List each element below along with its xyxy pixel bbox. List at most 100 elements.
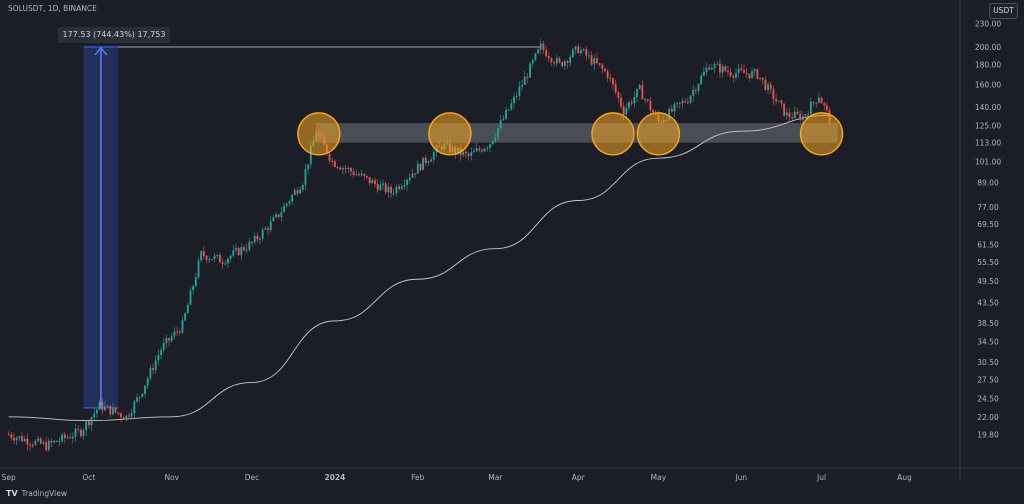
candle-body-up xyxy=(817,97,820,103)
candle-body-down xyxy=(63,434,66,438)
candle-body-down xyxy=(622,106,625,115)
candle-body-down xyxy=(219,254,221,263)
candle-body-up xyxy=(90,417,93,426)
candle-body-up xyxy=(291,195,294,202)
candle-body-up xyxy=(427,161,430,164)
candle-body-down xyxy=(168,338,171,341)
candle-body-up xyxy=(395,186,398,194)
candle-body-up xyxy=(753,69,756,72)
highlight-circle xyxy=(799,112,844,156)
candle-body-up xyxy=(713,64,716,69)
candle-body-up xyxy=(34,440,37,445)
currency-unit-badge[interactable]: USDT xyxy=(989,3,1018,19)
candle-body-down xyxy=(614,84,617,93)
candle-body-down xyxy=(237,248,240,256)
candle-body-down xyxy=(708,67,711,70)
candle-body-down xyxy=(620,97,622,107)
candle-body-down xyxy=(350,168,352,172)
candle-body-up xyxy=(673,104,676,112)
candle-body-down xyxy=(796,111,799,114)
candle-body-up xyxy=(136,397,138,402)
candle-body-down xyxy=(339,167,342,170)
candle-body-up xyxy=(154,360,157,371)
candle-body-down xyxy=(178,331,181,333)
candle-body-up xyxy=(505,109,507,119)
candle-body-down xyxy=(414,173,417,175)
y-tick-label: 140.00 xyxy=(975,103,1001,112)
candle-body-up xyxy=(360,173,363,176)
candle-body-up xyxy=(523,76,526,85)
candle-body-down xyxy=(825,105,828,111)
candle-body-up xyxy=(633,96,636,104)
candle-body-down xyxy=(13,437,15,441)
candle-body-up xyxy=(141,393,144,397)
highlight-circle xyxy=(636,112,681,156)
candle-body-down xyxy=(128,415,130,417)
candle-body-up xyxy=(162,343,165,350)
candle-body-up xyxy=(42,442,45,444)
y-tick-label: 180.00 xyxy=(975,61,1001,70)
candle-body-up xyxy=(489,144,491,148)
y-tick-label: 19.80 xyxy=(977,430,999,439)
candle-body-up xyxy=(518,86,521,96)
candle-body-up xyxy=(804,114,807,117)
candle-body-down xyxy=(344,167,347,169)
highlight-circle xyxy=(591,112,635,156)
candle-body-down xyxy=(561,62,564,67)
candle-body-up xyxy=(809,101,812,115)
candle-body-up xyxy=(483,148,486,152)
candle-body-down xyxy=(743,70,745,74)
candle-body-up xyxy=(777,100,780,102)
candle-body-up xyxy=(392,193,395,195)
candle-body-down xyxy=(465,151,467,154)
candle-body-up xyxy=(288,201,291,204)
footer-branding: TV TradingView xyxy=(6,489,67,498)
candle-body-down xyxy=(783,103,786,116)
candle-body-down xyxy=(566,61,569,63)
candle-body-up xyxy=(227,258,229,264)
candle-body-up xyxy=(593,58,596,65)
candle-body-up xyxy=(502,118,505,121)
candle-body-up xyxy=(555,58,558,64)
candle-body-up xyxy=(644,99,646,101)
candle-body-up xyxy=(253,235,256,243)
candle-body-down xyxy=(686,102,689,104)
candle-body-down xyxy=(478,148,481,150)
candle-body-up xyxy=(189,290,192,305)
candle-body-up xyxy=(192,285,195,291)
candle-body-up xyxy=(194,277,197,286)
candle-body-up xyxy=(569,56,572,63)
candle-body-up xyxy=(759,77,761,79)
candle-body-down xyxy=(424,157,427,164)
candle-body-down xyxy=(29,444,31,446)
candle-body-down xyxy=(331,160,334,162)
candle-body-up xyxy=(697,84,700,91)
x-tick-label: Apr xyxy=(572,473,586,482)
candle-body-down xyxy=(398,186,400,190)
x-tick-label: Jun xyxy=(734,473,747,482)
candle-body-down xyxy=(724,66,727,71)
candle-body-up xyxy=(400,186,403,190)
candle-body-up xyxy=(486,147,489,149)
candle-body-up xyxy=(309,146,312,165)
candle-body-down xyxy=(729,72,732,76)
candle-body-up xyxy=(144,385,146,394)
candle-body-up xyxy=(737,68,740,73)
candle-body-up xyxy=(261,229,264,239)
candle-body-up xyxy=(106,405,109,407)
candle-body-down xyxy=(55,440,58,442)
candle-body-up xyxy=(275,214,277,218)
candle-body-down xyxy=(120,413,122,418)
candle-body-down xyxy=(547,56,550,59)
x-tick-label: Dec xyxy=(245,473,260,482)
candle-body-up xyxy=(432,152,435,160)
candle-body-up xyxy=(539,43,542,50)
candle-body-up xyxy=(125,415,128,420)
candle-body-up xyxy=(200,251,203,261)
candle-body-up xyxy=(259,238,261,240)
x-tick-label: Sep xyxy=(2,473,16,482)
candle-body-up xyxy=(213,255,216,260)
candle-body-down xyxy=(748,73,751,78)
x-tick-label: Jul xyxy=(816,473,826,482)
